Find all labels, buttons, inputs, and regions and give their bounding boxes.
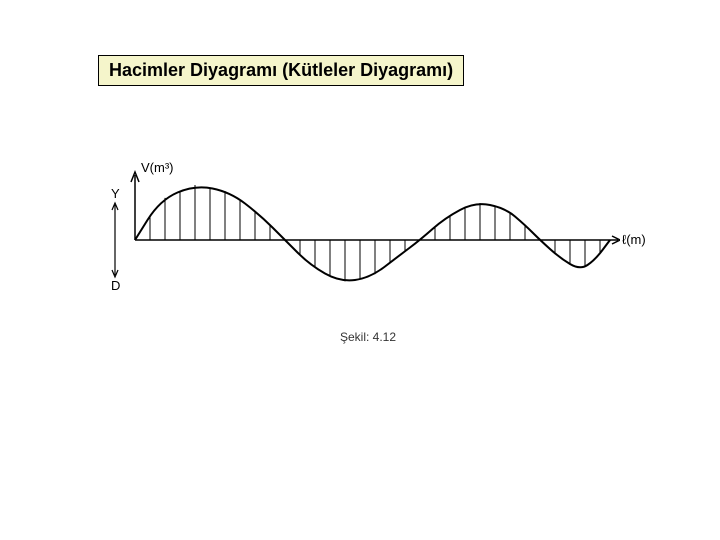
wave-svg bbox=[100, 160, 620, 320]
caption-text: Şekil: 4.12 bbox=[340, 330, 396, 344]
x-axis-label: ℓ(m) bbox=[622, 232, 646, 247]
y-direction-down-label: D bbox=[111, 278, 120, 293]
y-axis-label: V(m³) bbox=[141, 160, 174, 175]
diagram-title-text: Hacimler Diyagramı (Kütleler Diyagramı) bbox=[109, 60, 453, 80]
figure-caption: Şekil: 4.12 bbox=[340, 330, 396, 344]
diagram-title-box: Hacimler Diyagramı (Kütleler Diyagramı) bbox=[98, 55, 464, 86]
y-direction-up-label: Y bbox=[111, 186, 120, 201]
volume-diagram: V(m³) ℓ(m) Y D bbox=[100, 160, 620, 320]
